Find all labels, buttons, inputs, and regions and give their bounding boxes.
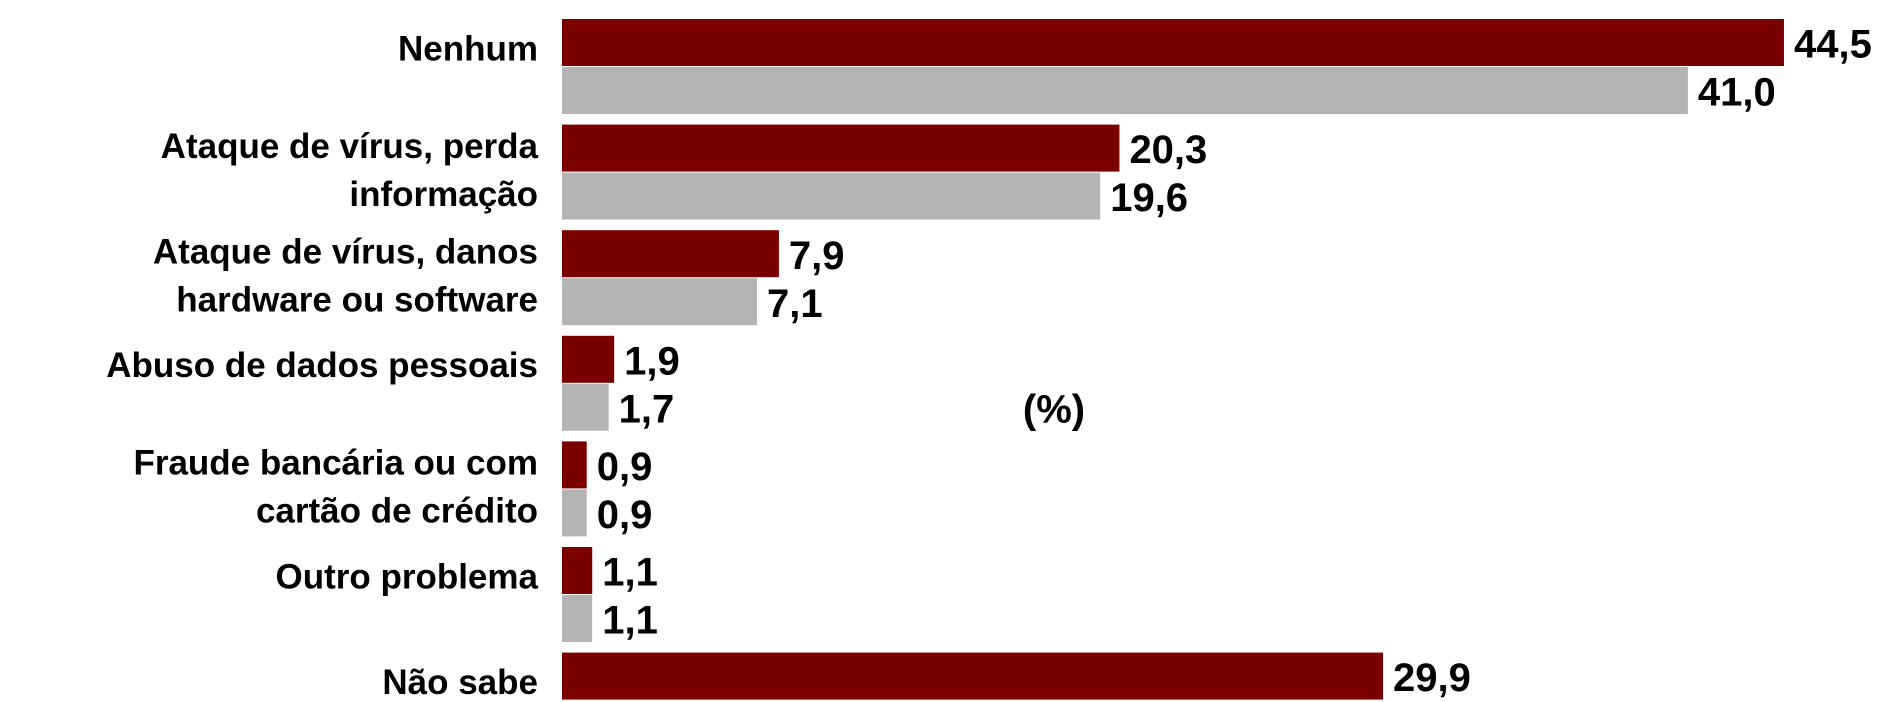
value-label: 7,1 xyxy=(767,282,823,326)
bar xyxy=(562,172,1101,220)
bar xyxy=(562,67,1688,114)
value-label: 0,9 xyxy=(597,445,653,489)
category-label: informação xyxy=(349,175,538,214)
category-label: Ataque de vírus, danos xyxy=(153,232,538,271)
value-label: 44,5 xyxy=(1794,23,1872,67)
value-label: 7,9 xyxy=(789,234,845,278)
value-label: 1,1 xyxy=(602,551,658,595)
bar xyxy=(562,335,615,383)
bar xyxy=(562,19,1784,66)
bar xyxy=(562,278,757,326)
category-label: Ataque de vírus, perda xyxy=(161,127,539,166)
category-label: cartão de crédito xyxy=(256,492,538,531)
value-label: 19,6 xyxy=(1110,176,1188,220)
value-label: 29,9 xyxy=(1393,656,1471,700)
bar xyxy=(562,652,1384,700)
bar xyxy=(562,489,587,537)
value-label: 0,9 xyxy=(597,493,653,537)
bar xyxy=(562,230,779,278)
value-label: 20,3 xyxy=(1129,128,1207,172)
annotation: (%) xyxy=(1023,388,1085,432)
value-label: 1,9 xyxy=(624,339,680,383)
category-label: Nenhum xyxy=(398,29,538,68)
bar xyxy=(562,441,587,489)
value-label: 1,1 xyxy=(602,599,658,643)
category-label: Outro problema xyxy=(275,557,538,596)
bar xyxy=(562,547,593,594)
category-label: Fraude bancária ou com xyxy=(133,444,538,483)
bar xyxy=(562,124,1120,172)
category-label: Não sabe xyxy=(382,663,538,702)
bar xyxy=(562,595,593,642)
category-label: hardware ou software xyxy=(176,280,538,319)
category-label: Abuso de dados pessoais xyxy=(106,346,538,385)
bar xyxy=(562,383,609,431)
value-label: 1,7 xyxy=(619,387,675,431)
value-label: 41,0 xyxy=(1698,71,1776,115)
